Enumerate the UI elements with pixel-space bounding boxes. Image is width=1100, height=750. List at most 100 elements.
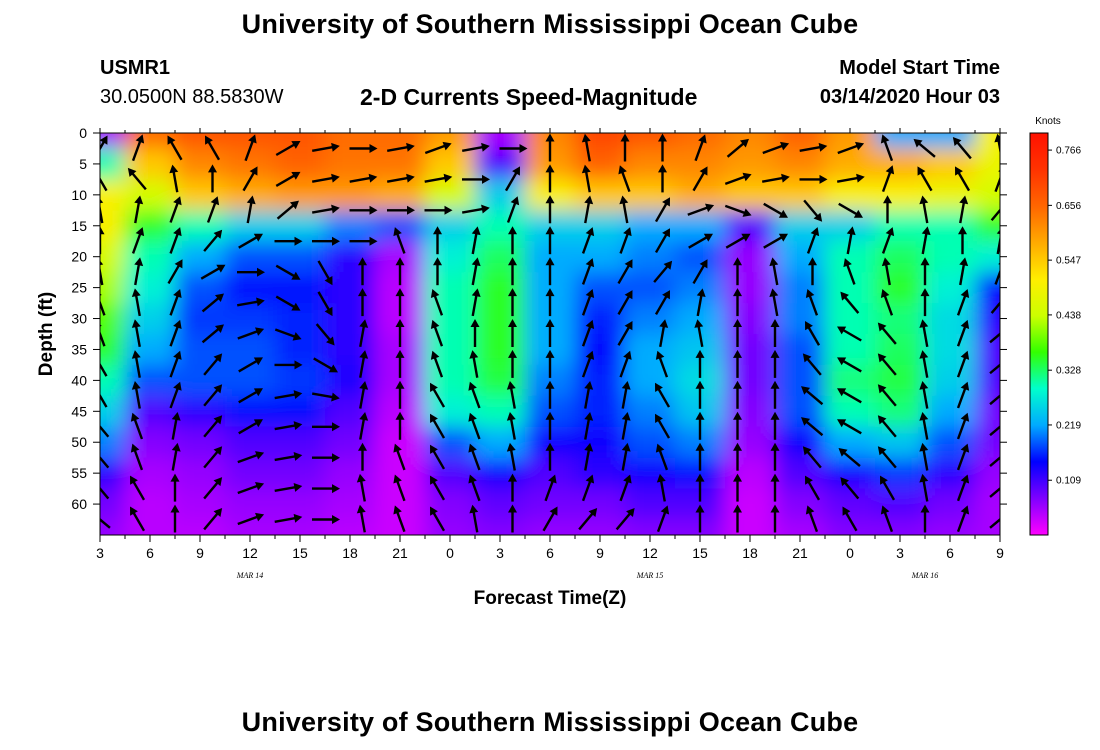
current-vector-arrow <box>989 511 1000 529</box>
station-id: USMR1 <box>100 57 171 79</box>
current-vector-arrow <box>134 195 144 224</box>
heatmap-cell <box>100 148 126 180</box>
current-vector-arrow <box>131 381 141 409</box>
current-vector-arrow <box>167 135 183 161</box>
current-vector-arrow <box>393 443 406 471</box>
heatmap-cell <box>425 395 476 428</box>
current-vector-arrow <box>805 289 819 316</box>
current-vector-arrow <box>393 505 406 533</box>
heatmap-cell <box>375 519 426 535</box>
current-vector-arrow <box>131 134 145 162</box>
current-vector-arrow <box>131 227 145 254</box>
current-vector-arrow <box>802 446 822 469</box>
current-vector-arrow <box>620 133 630 162</box>
current-vector-arrow <box>311 173 340 183</box>
current-vector-arrow <box>880 475 896 501</box>
x-tick-label: 6 <box>146 545 154 561</box>
page-title: University of Southern Mississippi Ocean… <box>241 9 859 39</box>
heatmap-cell <box>475 426 526 459</box>
current-vector-arrow <box>100 417 110 438</box>
heatmap-cell <box>925 179 976 211</box>
current-vector-arrow <box>238 388 263 404</box>
heatmap-cell <box>325 133 376 150</box>
current-vector-arrow <box>131 319 141 348</box>
heatmap-cell <box>375 457 426 490</box>
current-vector-arrow <box>134 257 144 286</box>
current-vector-arrow <box>236 297 265 307</box>
current-vector-arrow <box>883 195 892 224</box>
current-vector-arrow <box>578 508 598 531</box>
heatmap-cell <box>125 272 176 304</box>
current-vector-arrow <box>733 442 742 471</box>
current-vector-arrow <box>584 381 594 409</box>
current-vector-arrow <box>499 144 528 153</box>
heatmap-cell <box>675 148 726 180</box>
heatmap-cell <box>925 488 976 521</box>
current-vector-arrow <box>733 473 742 502</box>
heatmap-cell <box>975 364 1000 397</box>
current-vector-arrow <box>877 415 897 438</box>
current-vector-arrow <box>837 326 862 342</box>
heatmap-cell <box>575 519 626 535</box>
current-vector-arrow <box>349 173 378 183</box>
current-vector-arrow <box>430 413 446 439</box>
current-vector-arrow <box>989 356 1000 375</box>
heatmap-cell <box>225 364 276 397</box>
current-vector-arrow <box>880 134 894 162</box>
current-vector-arrow <box>733 319 742 347</box>
current-vector-arrow <box>545 257 555 286</box>
current-vector-arrow <box>395 319 405 347</box>
colorbar-tick-label: 0.766 <box>1056 146 1081 157</box>
current-vector-arrow <box>733 411 742 440</box>
current-vector-arrow <box>274 421 303 431</box>
current-vector-arrow <box>311 392 340 402</box>
current-vector-arrow <box>770 504 780 533</box>
current-vector-arrow <box>881 227 895 254</box>
heatmap-cell <box>875 241 926 273</box>
current-vector-arrow <box>545 288 555 317</box>
heatmap-cell <box>125 334 176 366</box>
heatmap-cell <box>575 364 626 397</box>
heatmap-cell <box>575 395 626 428</box>
current-vector-arrow <box>237 327 265 340</box>
current-vector-arrow <box>653 260 673 283</box>
heatmap-cell <box>125 179 176 211</box>
current-vector-arrow <box>130 475 146 501</box>
heatmap-cell <box>725 303 776 335</box>
heatmap-cell <box>825 148 876 180</box>
current-vector-arrow <box>100 479 110 500</box>
current-vector-arrow <box>544 474 557 502</box>
current-vector-arrow <box>956 289 970 316</box>
current-vector-arrow <box>276 200 299 220</box>
current-vector-arrow <box>312 236 340 246</box>
heatmap-cell <box>175 241 226 273</box>
heatmap-cell <box>975 395 1000 428</box>
current-vector-arrow <box>733 380 742 409</box>
heatmap-cell <box>625 210 676 242</box>
heatmap-cell <box>325 272 376 304</box>
heatmap-cell <box>225 395 276 428</box>
current-vector-arrow <box>275 264 301 280</box>
heatmap-cell <box>175 426 226 459</box>
y-tick-label: 0 <box>79 125 87 141</box>
heatmap-cell <box>925 395 976 428</box>
x-tick-label: 6 <box>546 545 554 561</box>
current-vector-arrow <box>770 349 780 378</box>
current-vector-arrow <box>836 173 865 183</box>
heatmap-cell <box>975 334 1000 366</box>
current-vector-arrow <box>311 204 340 214</box>
heatmap-cell <box>575 488 626 521</box>
current-vector-arrow <box>545 380 555 409</box>
current-vector-arrow <box>733 504 742 533</box>
heatmap-cell <box>775 303 826 335</box>
current-vector-arrow <box>349 236 378 246</box>
current-vector-arrow <box>837 357 862 373</box>
heatmap-cell <box>125 210 176 242</box>
current-vector-arrow <box>237 451 265 464</box>
current-vector-arrow <box>508 473 517 502</box>
current-vector-arrow <box>508 349 517 378</box>
current-vector-arrow <box>581 258 595 285</box>
current-vector-arrow <box>843 258 856 285</box>
current-vector-arrow <box>317 291 333 317</box>
heatmap-cell <box>625 241 676 273</box>
